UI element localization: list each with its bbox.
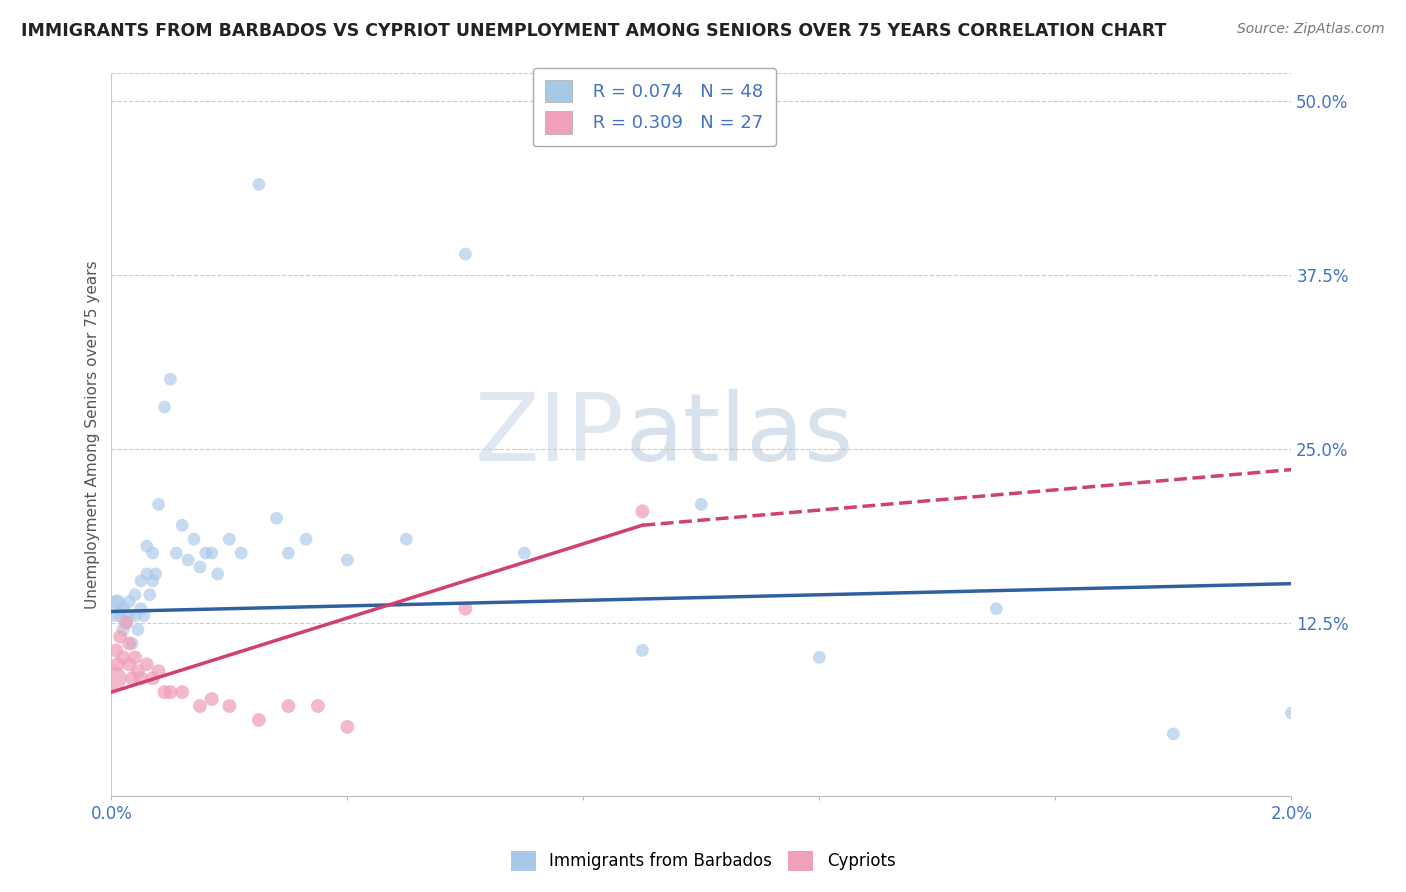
Point [454, 601, 477, 615]
Point [266, 511, 288, 525]
Point [690, 497, 713, 511]
Point [135, 657, 157, 672]
Point [165, 546, 187, 560]
Point [277, 699, 299, 714]
Point [172, 518, 194, 533]
Point [159, 685, 181, 699]
Point [115, 615, 138, 630]
Text: Source: ZipAtlas.com: Source: ZipAtlas.com [1237, 22, 1385, 37]
Point [103, 671, 125, 685]
Point [336, 720, 359, 734]
Point [139, 588, 162, 602]
Point [148, 665, 170, 679]
Point [1163, 727, 1185, 741]
Point [194, 546, 217, 560]
Point [129, 671, 152, 685]
Point [159, 372, 181, 386]
Point [201, 546, 224, 560]
Point [112, 650, 135, 665]
Point [105, 643, 128, 657]
Point [135, 539, 157, 553]
Point [129, 601, 152, 615]
Text: atlas: atlas [626, 389, 853, 481]
Point [124, 588, 146, 602]
Point [336, 553, 359, 567]
Point [127, 665, 149, 679]
Point [295, 532, 318, 546]
Point [142, 574, 165, 588]
Point [277, 546, 299, 560]
Point [201, 692, 224, 706]
Point [188, 560, 211, 574]
Point [110, 608, 132, 623]
Point [127, 623, 149, 637]
Point [247, 713, 270, 727]
Point [112, 623, 135, 637]
Point [105, 595, 128, 609]
Point [148, 497, 170, 511]
Point [395, 532, 418, 546]
Point [307, 699, 329, 714]
Point [631, 504, 654, 518]
Point [1279, 706, 1302, 720]
Point [513, 546, 536, 560]
Point [129, 574, 152, 588]
Point [172, 685, 194, 699]
Point [142, 546, 165, 560]
Point [454, 247, 477, 261]
Text: IMMIGRANTS FROM BARBADOS VS CYPRIOT UNEMPLOYMENT AMONG SENIORS OVER 75 YEARS COR: IMMIGRANTS FROM BARBADOS VS CYPRIOT UNEM… [21, 22, 1167, 40]
Point [115, 615, 138, 630]
Point [218, 699, 240, 714]
Point [145, 566, 167, 581]
Point [153, 685, 176, 699]
Point [142, 671, 165, 685]
Point [124, 650, 146, 665]
Point [183, 532, 205, 546]
Point [105, 657, 128, 672]
Point [121, 671, 143, 685]
Point [103, 601, 125, 615]
Point [118, 595, 141, 609]
Point [135, 566, 157, 581]
Point [153, 400, 176, 414]
Legend:  R = 0.074   N = 48,  R = 0.309   N = 27: R = 0.074 N = 48, R = 0.309 N = 27 [533, 68, 776, 146]
Point [121, 636, 143, 650]
Point [986, 601, 1008, 615]
Point [118, 636, 141, 650]
Point [177, 553, 200, 567]
Point [132, 608, 155, 623]
Point [112, 601, 135, 615]
Point [218, 532, 240, 546]
Point [110, 630, 132, 644]
Point [188, 699, 211, 714]
Point [808, 650, 831, 665]
Point [118, 608, 141, 623]
Point [247, 178, 270, 192]
Point [118, 657, 141, 672]
Point [207, 566, 229, 581]
Legend: Immigrants from Barbados, Cypriots: Immigrants from Barbados, Cypriots [502, 842, 904, 880]
Point [631, 643, 654, 657]
Text: ZIP: ZIP [475, 389, 624, 481]
Y-axis label: Unemployment Among Seniors over 75 years: Unemployment Among Seniors over 75 years [86, 260, 100, 609]
Point [231, 546, 253, 560]
Point [124, 608, 146, 623]
